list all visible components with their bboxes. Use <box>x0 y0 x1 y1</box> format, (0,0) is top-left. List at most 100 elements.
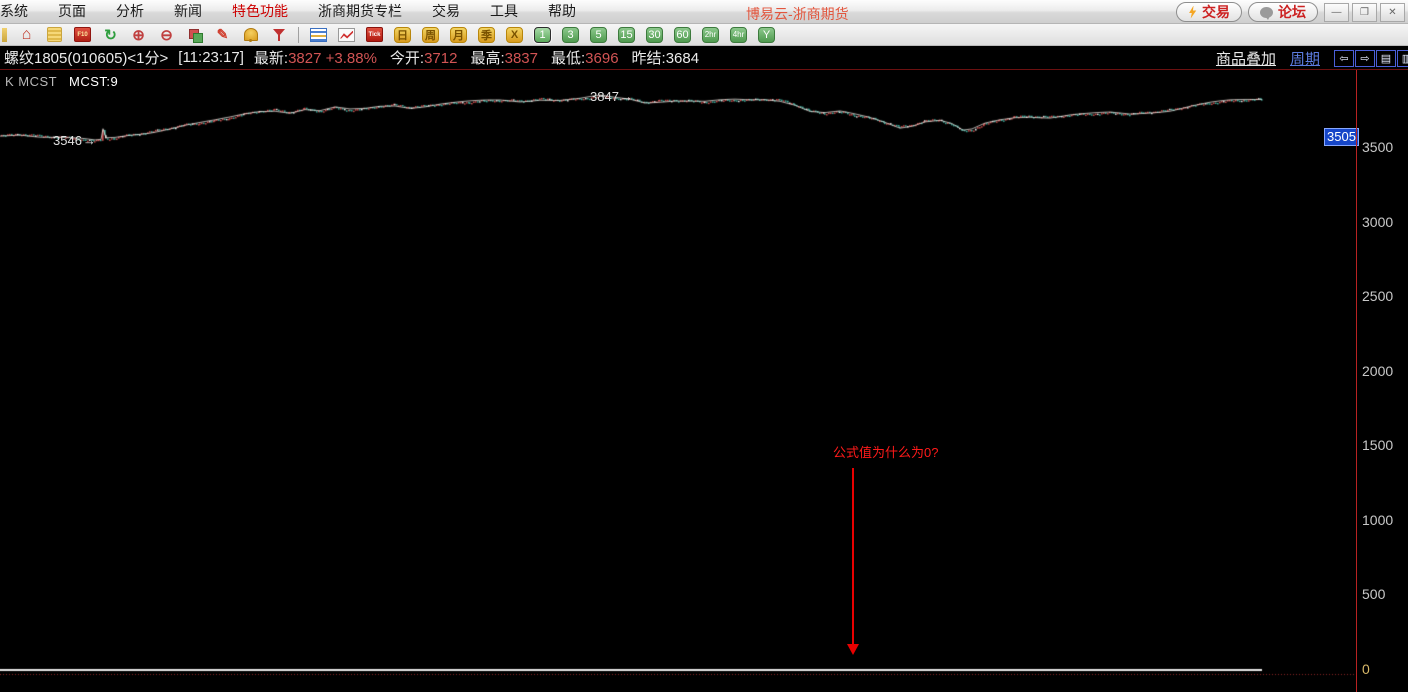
restore-button[interactable]: ❐ <box>1352 3 1377 22</box>
period-button[interactable]: 4hr <box>730 26 747 43</box>
close-button[interactable]: ✕ <box>1380 3 1405 22</box>
quote-field-label: 最低: <box>551 50 586 67</box>
y-axis-tick: 2000 <box>1362 362 1394 379</box>
toolbar: ⌂ F10 ↻ ⊕ ⊖ ✎ Tick 日周月季 X 1 3 5 15 30 60 2hr 4hr Y <box>0 24 1408 46</box>
y-axis-tick: 1000 <box>1362 511 1394 528</box>
forum-bubble-icon <box>1260 6 1273 20</box>
quote-field-value: 3696 <box>585 50 619 67</box>
scroll-right-icon[interactable]: ⇨ <box>1355 49 1375 67</box>
notes-icon[interactable] <box>46 27 63 43</box>
minimize-button[interactable]: — <box>1324 3 1349 22</box>
quote-field: 昨结:3684 <box>632 47 700 68</box>
zigzag-line <box>340 30 353 39</box>
period-button[interactable]: 周 <box>422 26 439 43</box>
header-buttons: 交易 论坛 <box>1176 2 1318 22</box>
period-button[interactable]: 5 <box>590 26 607 43</box>
commodity-overlay-link[interactable]: 商品叠加 <box>1215 50 1276 68</box>
menu-item[interactable]: 分析 <box>116 3 144 19</box>
draw-pencil-icon[interactable]: ✎ <box>216 26 229 42</box>
quote-field: 今开:3712 <box>390 47 458 68</box>
period-button[interactable]: 60 <box>674 26 691 43</box>
alarm-bell-icon-glyph <box>243 28 258 42</box>
axis-price-badge: 3505 <box>1324 128 1359 146</box>
y-axis-tick: 1500 <box>1362 437 1394 454</box>
period-button[interactable]: 季 <box>478 26 495 43</box>
menu-item[interactable]: 特色功能 <box>232 3 288 19</box>
trade-button-label: 交易 <box>1202 4 1230 20</box>
zoom-out-icon[interactable]: ⊖ <box>160 26 173 44</box>
period-button[interactable]: 2hr <box>702 26 719 43</box>
quote-field: 最高:3837 <box>470 47 538 68</box>
zoom-in-icon[interactable]: ⊕ <box>132 26 145 44</box>
home-icon[interactable]: ⌂ <box>21 25 32 43</box>
window-controls: — ❐ ✕ <box>1324 3 1405 22</box>
quote-time: [11:23:17] <box>178 49 244 66</box>
price-axis-line <box>1356 70 1357 692</box>
period-button[interactable]: 30 <box>646 26 663 43</box>
tick-chart-icon-glyph: Tick <box>366 27 383 42</box>
refresh-icon[interactable]: ↻ <box>104 26 117 44</box>
quote-field-label: 今开: <box>389 50 425 67</box>
quote-field-value: 3827 +3.88% <box>288 50 377 67</box>
chart-area[interactable]: K MCST MCST:9 3546→ 3847→ 3505 3500 3000 2… <box>0 70 1408 692</box>
quote-field: 最新:3827 +3.88% <box>254 47 377 68</box>
overlay-icon[interactable] <box>186 27 203 43</box>
forum-button[interactable]: 论坛 <box>1248 2 1318 22</box>
overlay-icon-glyph <box>188 28 203 43</box>
y-axis-tick: 0 <box>1362 661 1370 677</box>
contract-title: 螺纹1805(010605)<1分> <box>4 50 169 67</box>
period-button[interactable]: Y <box>758 26 775 43</box>
menu-bar: 系统 页面 分析 新闻 特色功能 浙商期货专栏 交易 工具 帮助 <box>0 0 591 23</box>
right-arrow-icon: → <box>82 133 96 148</box>
period-button[interactable]: 日 <box>394 26 411 43</box>
overlay-front-square <box>192 32 203 43</box>
y-axis-tick: 3500 <box>1362 139 1394 155</box>
notes-icon-glyph <box>47 27 62 42</box>
clipped-edge-icon <box>2 27 7 42</box>
period-button[interactable]: 月 <box>450 26 467 43</box>
period-button[interactable]: 3 <box>562 26 579 43</box>
scroll-left-icon[interactable]: ⇦ <box>1334 49 1354 67</box>
indicator-value: MCST:9 <box>69 74 119 89</box>
period-link[interactable]: 周期 <box>1289 50 1320 68</box>
quote-field-label: 最新: <box>253 50 289 67</box>
f10-info-icon[interactable]: F10 <box>74 27 91 43</box>
y-axis-tick: 3000 <box>1362 213 1394 230</box>
y-axis-tick: 500 <box>1362 586 1386 603</box>
trade-button[interactable]: 交易 <box>1176 2 1242 22</box>
menu-item[interactable]: 交易 <box>432 3 460 19</box>
annotation-text: 公式值为什么为0? <box>833 445 939 460</box>
menu-item[interactable]: 页面 <box>58 3 86 19</box>
trend-chart-icon[interactable] <box>338 27 355 43</box>
annotation-arrowhead-icon <box>847 644 859 655</box>
menu-item[interactable]: 浙商期货专栏 <box>318 3 402 19</box>
split-view-icon[interactable]: ▤ <box>1376 49 1396 67</box>
period-button[interactable]: 1 <box>534 26 551 43</box>
y-axis-tick: 2500 <box>1362 288 1394 305</box>
quote-field-label: 最高: <box>470 50 505 67</box>
filter-funnel-icon[interactable] <box>270 27 287 43</box>
window-view-icon[interactable]: ▥ <box>1397 49 1408 67</box>
quote-field-value: 3684 <box>665 50 700 67</box>
tick-chart-icon[interactable]: Tick <box>366 27 383 43</box>
menu-item[interactable]: 工具 <box>490 3 518 19</box>
alarm-bell-icon[interactable] <box>242 27 259 43</box>
candlestick-canvas[interactable] <box>0 70 1408 692</box>
menu-item[interactable]: 系统 <box>0 3 28 19</box>
right-arrow-icon: → <box>619 89 633 104</box>
quote-info-bar: 螺纹1805(010605)<1分> [11:23:17] 最新:3827 +3… <box>0 46 1408 70</box>
period-button[interactable]: X <box>506 26 523 43</box>
period-button[interactable]: 15 <box>618 26 635 43</box>
info-bar-right: 商品叠加 周期 ⇦⇨▤▥ <box>1215 46 1408 69</box>
quote-fields: 最新:3827 +3.88% 今开:3712 最高:3837 最低:3696 昨结:36… <box>254 47 699 68</box>
annotation-arrow-line <box>852 468 854 644</box>
high-price-marker: 3847→ <box>590 89 633 104</box>
forum-button-label: 论坛 <box>1278 4 1306 20</box>
quote-field: 最低:3696 <box>551 47 619 68</box>
quote-table-icon[interactable] <box>310 27 327 43</box>
filter-funnel-icon-glyph <box>272 28 286 42</box>
toolbar-separator <box>298 26 299 43</box>
low-price-value: 3546 <box>53 133 82 148</box>
menu-item[interactable]: 帮助 <box>548 3 576 19</box>
menu-item[interactable]: 新闻 <box>174 3 202 19</box>
